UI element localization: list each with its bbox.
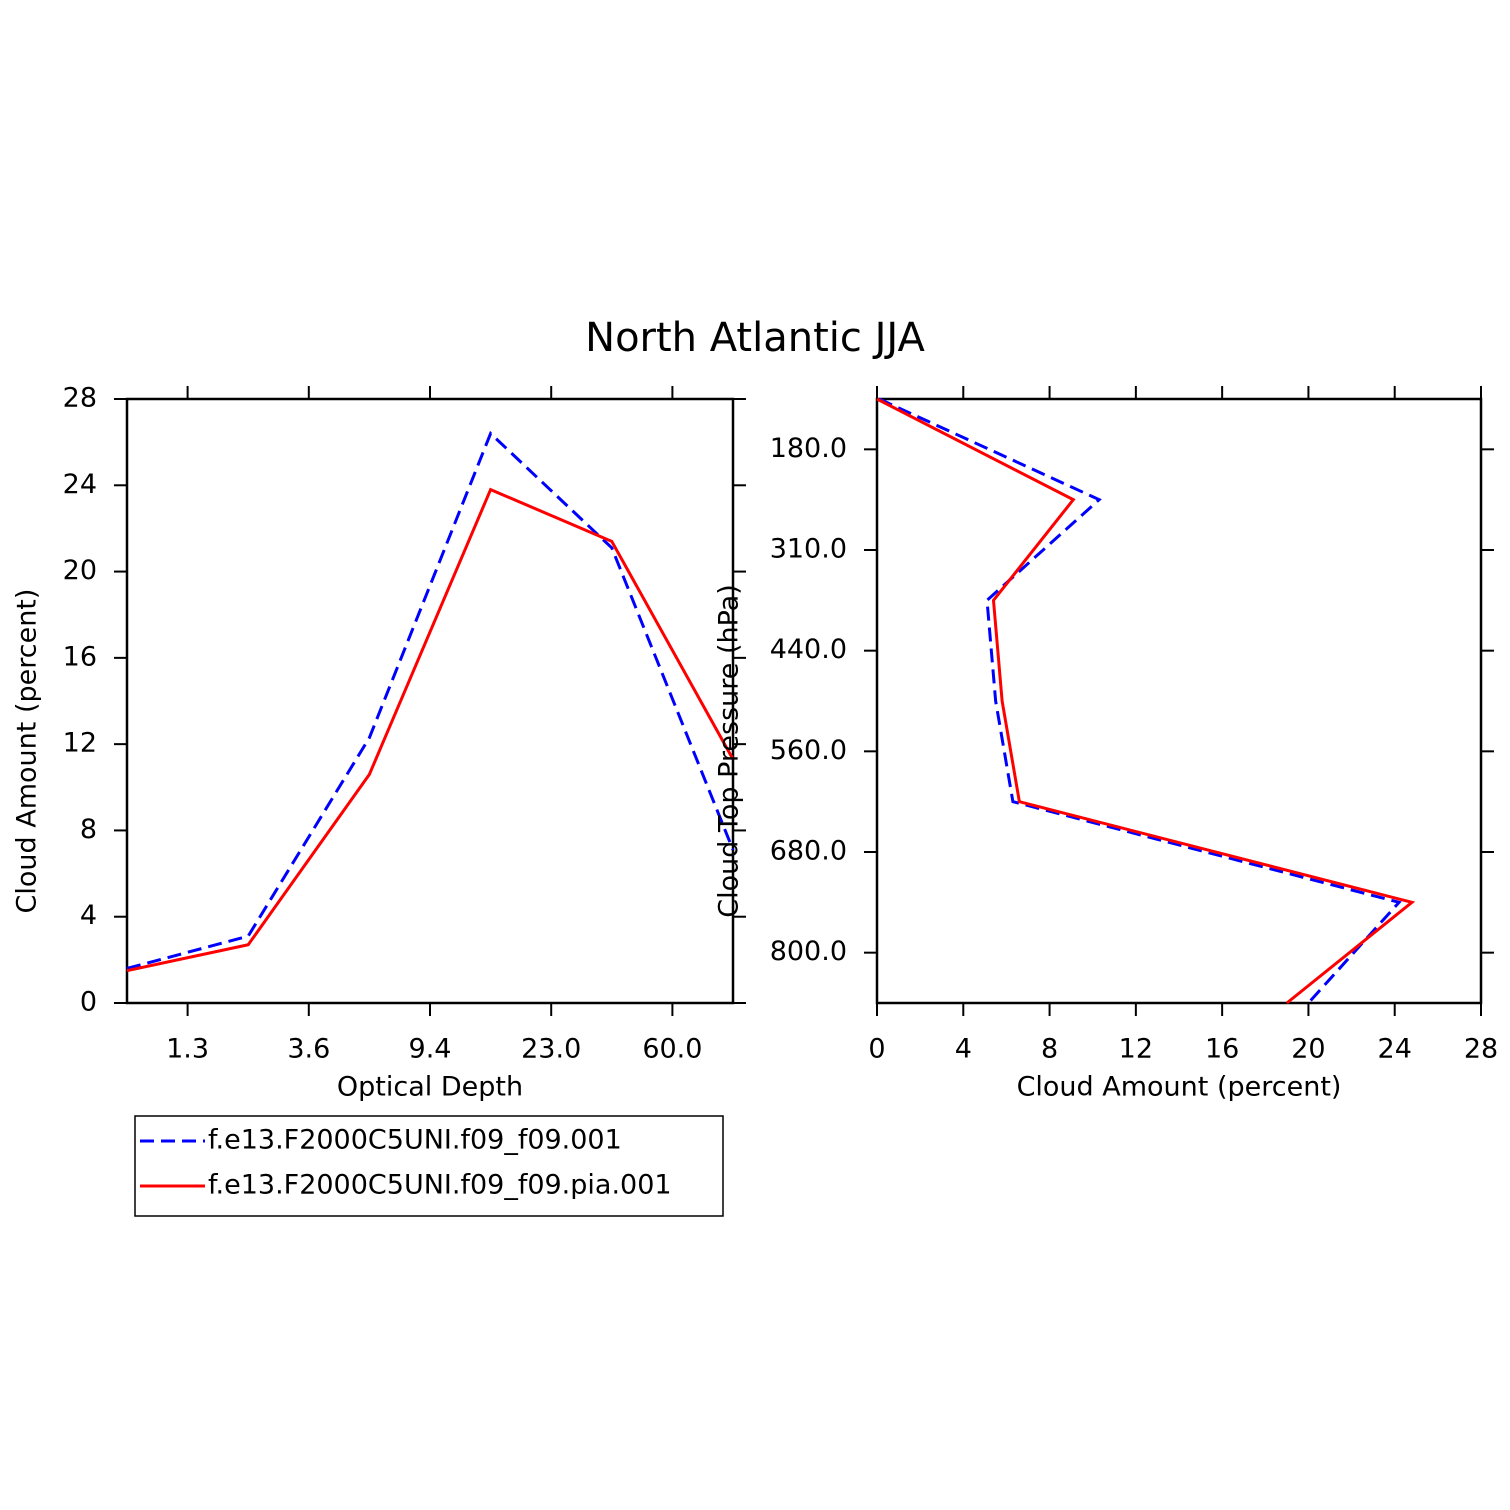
y-axis-label: Cloud Top Pressure (hPa)	[714, 584, 745, 918]
series-line	[878, 397, 1402, 1005]
x-tick-label: 16	[1205, 1034, 1239, 1065]
y-tick-label: 4	[80, 900, 97, 931]
x-tick-label: 12	[1119, 1034, 1153, 1065]
x-tick-label: 24	[1378, 1034, 1412, 1065]
plot-frame	[875, 397, 1483, 1005]
x-tick-label: 8	[1041, 1034, 1058, 1065]
x-tick-label: 60.0	[642, 1034, 702, 1065]
x-tick-label: 28	[1464, 1034, 1498, 1065]
y-tick-label: 16	[63, 641, 97, 672]
y-axis-label: Cloud Amount (percent)	[12, 589, 43, 914]
y-tick-label: 800.0	[770, 936, 847, 967]
y-tick-label: 310.0	[770, 534, 847, 565]
series-line	[876, 397, 1416, 1005]
legend-box	[134, 1115, 724, 1217]
x-tick-label: 3.6	[287, 1034, 330, 1065]
y-tick-label: 680.0	[770, 836, 847, 867]
x-tick-label: 9.4	[409, 1034, 452, 1065]
legend-label: f.e13.F2000C5UNI.f09_f09.pia.001	[208, 1170, 672, 1201]
x-tick-label: 1.3	[166, 1034, 209, 1065]
series-line	[126, 487, 735, 973]
x-tick-label: 4	[955, 1034, 972, 1065]
figure-title: North Atlantic JJA	[585, 315, 925, 361]
x-tick-label: 20	[1291, 1034, 1325, 1065]
x-axis-label: Optical Depth	[337, 1072, 523, 1103]
y-tick-label: 180.0	[770, 433, 847, 464]
y-tick-label: 24	[63, 469, 97, 500]
y-tick-label: 20	[63, 555, 97, 586]
y-tick-label: 440.0	[770, 634, 847, 665]
y-tick-label: 8	[80, 814, 97, 845]
x-tick-label: 23.0	[521, 1034, 581, 1065]
legend-label: f.e13.F2000C5UNI.f09_f09.001	[208, 1125, 622, 1156]
x-tick-label: 0	[868, 1034, 885, 1065]
y-tick-label: 28	[63, 383, 97, 414]
y-tick-label: 0	[80, 987, 97, 1018]
series-line	[126, 430, 735, 970]
y-tick-label: 560.0	[770, 735, 847, 766]
x-axis-label: Cloud Amount (percent)	[1017, 1072, 1342, 1103]
y-tick-label: 12	[63, 728, 97, 759]
